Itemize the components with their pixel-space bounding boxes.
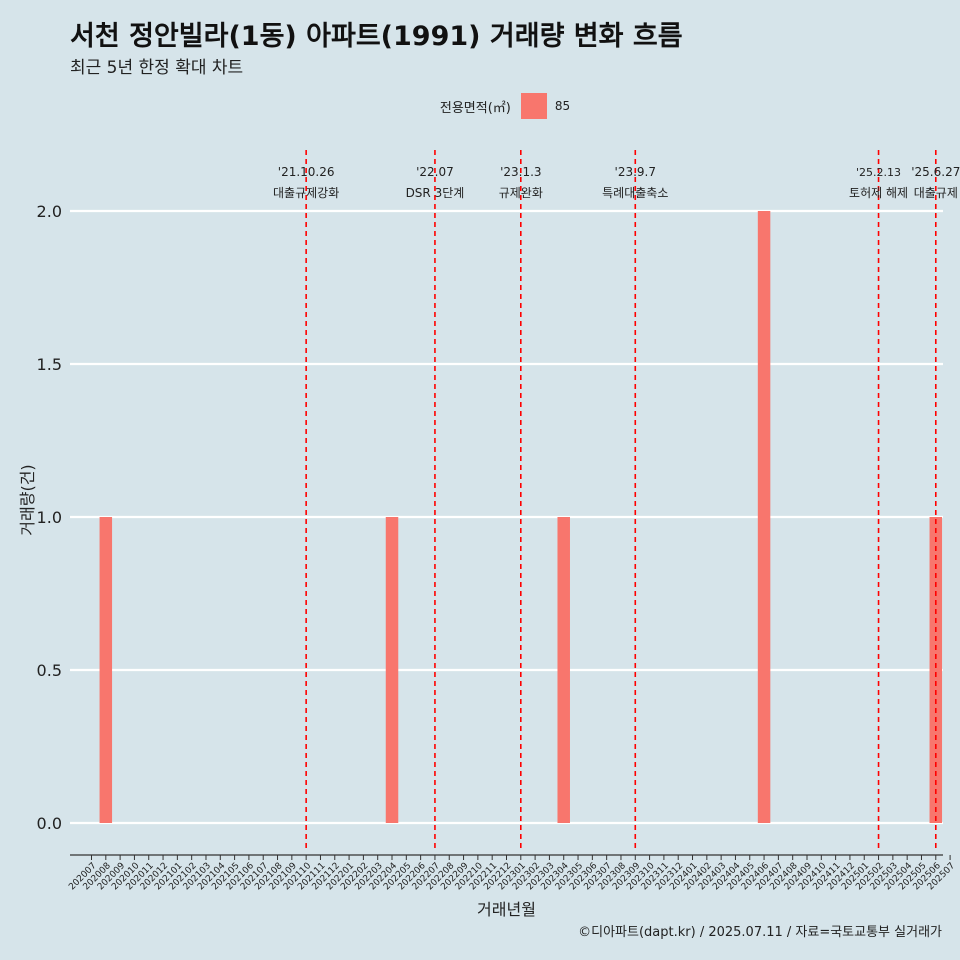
event-label: 대출규제강화 [273,186,339,200]
event-label: 대출규제 [914,186,958,200]
source-caption: ©디아파트(dapt.kr) / 2025.07.11 / 자료=국토교통부 실… [578,925,942,940]
legend-label: 85 [554,99,571,113]
event-label: 특례대출축소 [602,186,668,200]
chart-subtitle: 최근 5년 한정 확대 차트 [70,58,244,78]
chart-title: 서천 정안빌라(1동) 아파트(1991) 거래량 변화 흐름 [70,21,683,52]
event-date: '23.1.3 [500,165,541,179]
y-tick-label: 0.0 [37,814,62,833]
bar [557,517,570,823]
event-date: '21.10.26 [278,165,335,179]
event-label: 규제완화 [499,186,543,200]
y-axis-title: 거래량(건) [18,464,37,535]
y-tick-label: 0.5 [37,661,62,680]
legend-title: 전용면적(㎡) [439,100,511,116]
legend: 전용면적(㎡) 85 [0,93,960,119]
event-label: 토허제 해제 [849,186,908,200]
event-date: '23.9.7 [615,165,656,179]
bar [929,517,943,823]
y-tick-label: 2.0 [37,202,62,221]
legend-swatch [520,93,547,119]
event-label: DSR 3단계 [406,186,465,200]
bar [385,517,399,823]
bar [757,211,771,823]
event-date: '25.6.27 [911,165,960,179]
y-tick-label: 1.0 [37,508,62,527]
y-tick-label: 1.5 [37,355,62,374]
event-date: '22.07 [416,165,454,179]
x-axis-title: 거래년월 [477,900,536,919]
bar [99,517,113,823]
event-date: '25.2.13 [856,166,901,179]
